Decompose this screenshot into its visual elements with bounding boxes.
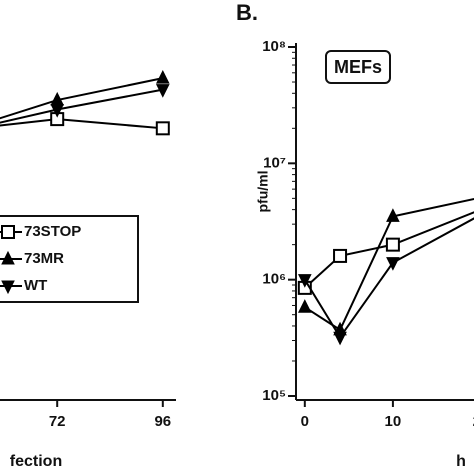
x-tick-label: 72 xyxy=(49,413,66,430)
x-tick-label: 20 xyxy=(473,413,474,430)
legend-marker xyxy=(1,250,15,265)
y-tick-label: 10⁸ xyxy=(262,38,286,55)
data-point xyxy=(298,299,312,313)
y-tick-label: 10⁷ xyxy=(263,154,286,171)
y-axis-label: pfu/ml xyxy=(255,171,271,213)
data-point xyxy=(333,331,347,346)
legend-marker xyxy=(1,280,15,295)
series-line xyxy=(303,217,474,340)
legend-label: WT xyxy=(24,277,47,294)
data-point xyxy=(155,70,170,84)
x-tick-label: 10 xyxy=(385,413,402,430)
data-point xyxy=(155,84,170,98)
data-point xyxy=(155,121,170,136)
legend-box xyxy=(0,215,139,303)
series-line xyxy=(304,198,474,332)
legend-label: 73STOP xyxy=(24,223,81,240)
x-axis-label: h xyxy=(456,453,466,470)
legend-label: 73MR xyxy=(24,250,64,267)
data-point xyxy=(386,257,400,271)
annotation-box xyxy=(325,50,391,84)
y-tick-label: 10⁵ xyxy=(262,387,286,404)
x-axis-label: fection xyxy=(10,453,62,470)
data-point xyxy=(386,208,400,222)
x-tick-label: 96 xyxy=(154,413,171,430)
y-tick-label: 10⁶ xyxy=(262,271,286,288)
x-tick-label: 0 xyxy=(301,413,309,430)
data-point xyxy=(50,104,65,118)
legend-marker xyxy=(1,225,15,239)
panel-label: B. xyxy=(236,0,258,25)
series-line xyxy=(304,211,474,289)
data-point xyxy=(333,248,348,263)
annotation: MEFs xyxy=(334,57,382,77)
data-point xyxy=(385,237,400,252)
data-point xyxy=(298,274,312,288)
series-line xyxy=(0,118,163,130)
